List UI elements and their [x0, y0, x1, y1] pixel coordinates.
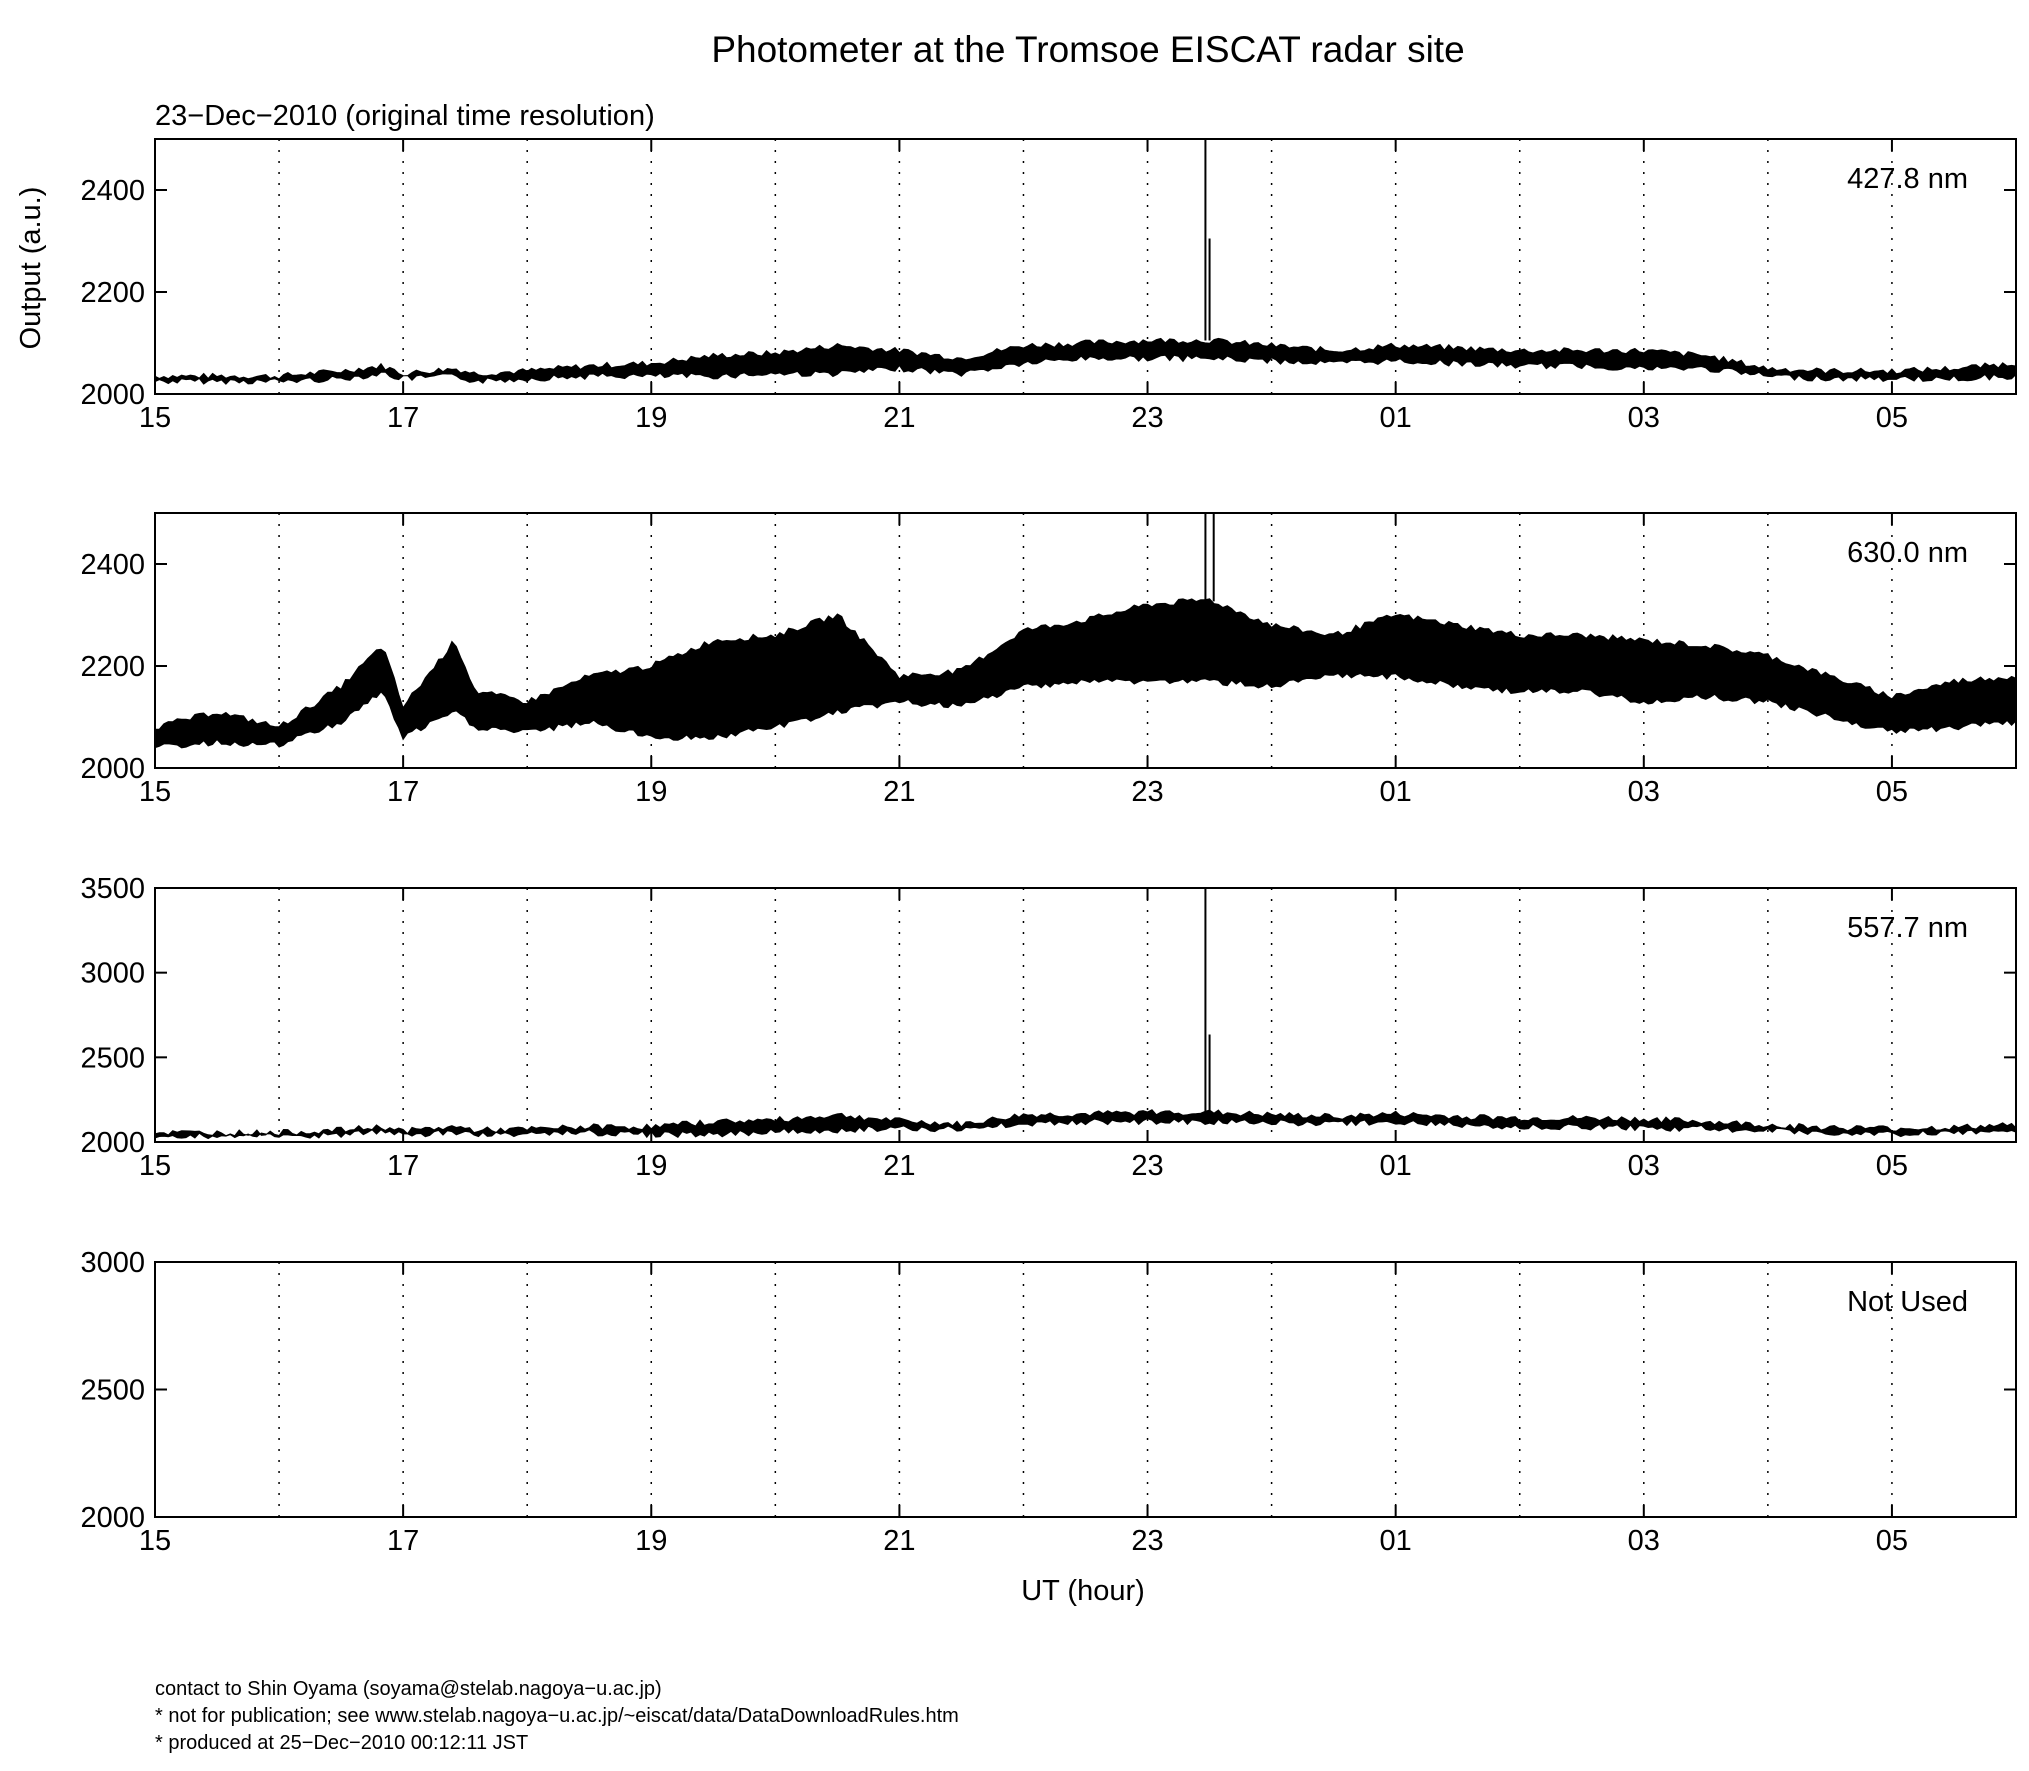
x-tick-label: 23 [1131, 776, 1163, 808]
y-tick-label: 2000 [80, 379, 145, 411]
panel-label: 427.8 nm [1847, 163, 1968, 195]
x-tick-label: 15 [139, 1150, 171, 1182]
x-tick-label: 17 [387, 1525, 419, 1557]
x-tick-label: 01 [1380, 776, 1412, 808]
x-tick-label: 19 [635, 402, 667, 434]
x-tick-label: 15 [139, 1525, 171, 1557]
x-tick-label: 15 [139, 776, 171, 808]
data-band [154, 598, 2017, 749]
panels-group: 15 17 19 21 23 01 03 05 2000 2200 2400 427.8 nm 15 17… [80, 138, 2017, 1557]
panel-4: 15 17 19 21 23 01 03 05 2000 2500 3000 Not Used [80, 1247, 2017, 1557]
x-tick-label: 01 [1380, 402, 1412, 434]
x-tick-label: 21 [883, 776, 915, 808]
y-tick-label: 2200 [80, 277, 145, 309]
data-band [154, 337, 2017, 385]
panel-frame [154, 887, 2017, 1143]
y-tick-label: 2000 [80, 1127, 145, 1159]
panel-frame [154, 512, 2017, 769]
footer-notice: * not for publication; see www.stelab.na… [155, 1705, 959, 1727]
x-tick-label: 21 [883, 402, 915, 434]
x-tick-label: 01 [1380, 1525, 1412, 1557]
x-tick-label: 19 [635, 1525, 667, 1557]
y-axis-label: Output (a.u.) [15, 187, 47, 350]
y-tick-label: 2500 [80, 1375, 145, 1407]
x-tick-label: 19 [635, 1150, 667, 1182]
x-tick-label: 03 [1628, 776, 1660, 808]
x-tick-label: 03 [1628, 1150, 1660, 1182]
panel-2: 15 17 19 21 23 01 03 05 2000 2200 2400 630.0 nm [80, 512, 2017, 808]
panel-label: 557.7 nm [1847, 912, 1968, 944]
y-tick-label: 3500 [80, 873, 145, 905]
y-tick-label: 2400 [80, 549, 145, 581]
x-tick-label: 03 [1628, 1525, 1660, 1557]
y-tick-label: 3000 [80, 1247, 145, 1279]
x-axis-label: UT (hour) [1021, 1575, 1145, 1607]
x-tick-label: 21 [883, 1150, 915, 1182]
panel-label: Not Used [1847, 1286, 1968, 1318]
y-tick-label: 2400 [80, 175, 145, 207]
panel-frame [154, 138, 2017, 395]
x-tick-label: 15 [139, 402, 171, 434]
footer-produced: * produced at 25−Dec−2010 00:12:11 JST [155, 1732, 528, 1754]
x-tick-label: 05 [1876, 776, 1908, 808]
x-tick-label: 05 [1876, 1525, 1908, 1557]
footer-contact: contact to Shin Oyama (soyama@stelab.nag… [155, 1678, 662, 1700]
y-tick-label: 3000 [80, 958, 145, 990]
x-tick-label: 23 [1131, 1525, 1163, 1557]
y-tick-label: 2000 [80, 1502, 145, 1534]
y-tick-label: 2000 [80, 753, 145, 785]
y-tick-label: 2200 [80, 651, 145, 683]
panel-1: 15 17 19 21 23 01 03 05 2000 2200 2400 427.8 nm [80, 138, 2017, 434]
x-tick-label: 21 [883, 1525, 915, 1557]
x-tick-label: 05 [1876, 1150, 1908, 1182]
chart-subtitle: 23−Dec−2010 (original time resolution) [155, 100, 655, 132]
x-tick-label: 19 [635, 776, 667, 808]
panel-3: 15 17 19 21 23 01 03 05 2000 2500 3000 3500 557.7 nm [80, 873, 2017, 1182]
panel-frame [154, 1261, 2017, 1518]
y-tick-label: 2500 [80, 1042, 145, 1074]
data-band [154, 1109, 2017, 1140]
x-tick-label: 01 [1380, 1150, 1412, 1182]
x-tick-label: 03 [1628, 402, 1660, 434]
panel-label: 630.0 nm [1847, 537, 1968, 569]
x-tick-label: 17 [387, 402, 419, 434]
x-tick-label: 23 [1131, 1150, 1163, 1182]
x-tick-label: 23 [1131, 402, 1163, 434]
chart-title: Photometer at the Tromsoe EISCAT radar s… [711, 29, 1464, 70]
x-tick-label: 17 [387, 1150, 419, 1182]
x-tick-label: 05 [1876, 402, 1908, 434]
x-tick-label: 17 [387, 776, 419, 808]
